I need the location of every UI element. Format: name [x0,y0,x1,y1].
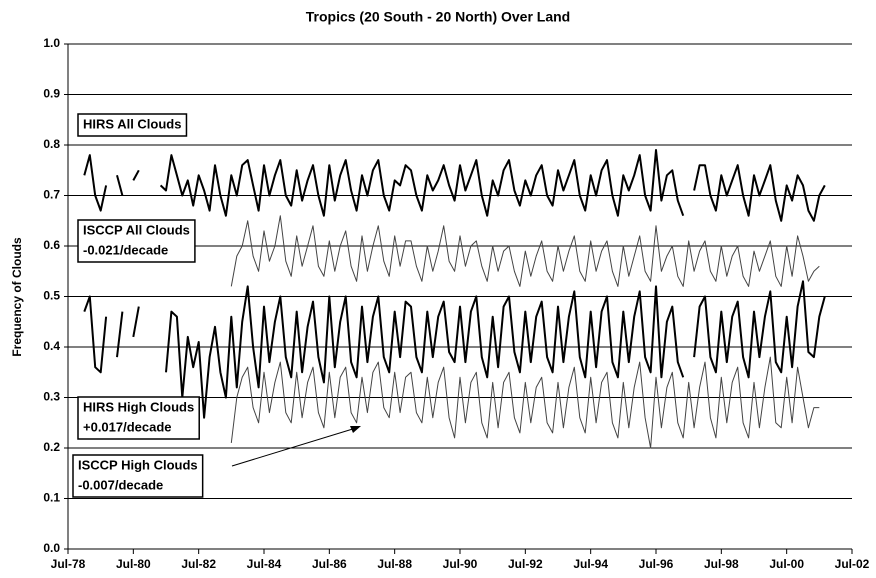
series-line [83,149,826,222]
y-tick-label: 0.6 [43,238,60,252]
x-tick-label: Jul-78 [51,557,86,571]
annotation-box [77,396,200,440]
series-line [230,215,820,287]
annotation: HIRS High Clouds +0.017/decade [77,396,200,440]
x-tick-label: Jul-80 [116,557,151,571]
annotation-box [77,219,196,263]
annotation-text: ISCCP High Clouds [78,457,198,472]
y-tick-label: 0.1 [43,491,60,505]
y-tick-label: 0.7 [43,188,60,202]
x-tick-label: Jul-96 [639,557,674,571]
annotation: ISCCP High Clouds -0.007/decade [72,454,204,498]
annotation-box [77,113,188,137]
x-tick-label: Jul-86 [312,557,347,571]
annotation: ISCCP All Clouds -0.021/decade [77,219,196,263]
y-tick-label: 0.3 [43,390,60,404]
chart-title: Tropics (20 South - 20 North) Over Land [306,9,570,25]
y-tick-label: 0.9 [43,87,60,101]
x-tick-label: Jul-88 [377,557,412,571]
series-line [83,280,826,419]
annotation: HIRS All Clouds [77,113,188,137]
annotation-text: -0.021/decade [83,242,168,257]
x-tick-label: Jul-02 [835,557,870,571]
annotation-text: -0.007/decade [78,477,163,492]
x-tick-label: Jul-82 [181,557,216,571]
x-tick-label: Jul-94 [573,557,608,571]
y-tick-label: 0.4 [43,339,60,353]
x-tick-label: Jul-00 [769,557,804,571]
annotation-box [72,454,204,498]
arrow-line [231,427,357,467]
x-tick-label: Jul-98 [704,557,739,571]
series-line [230,356,820,449]
y-tick-label: 1.0 [43,36,60,50]
y-tick-label: 0.5 [43,289,60,303]
annotation-text: HIRS High Clouds [83,399,194,414]
x-tick-label: Jul-84 [247,557,282,571]
y-tick-label: 0.8 [43,137,60,151]
y-tick-label: 0.0 [43,541,60,555]
y-tick-label: 0.2 [43,440,60,454]
annotation-text: ISCCP All Clouds [83,222,190,237]
annotation-text: HIRS All Clouds [83,116,181,131]
y-axis-label: Frequency of Clouds [10,237,24,357]
x-tick-label: Jul-90 [443,557,478,571]
annotation-text: +0.017/decade [83,419,172,434]
x-tick-label: Jul-92 [508,557,543,571]
arrow-head [350,426,361,433]
